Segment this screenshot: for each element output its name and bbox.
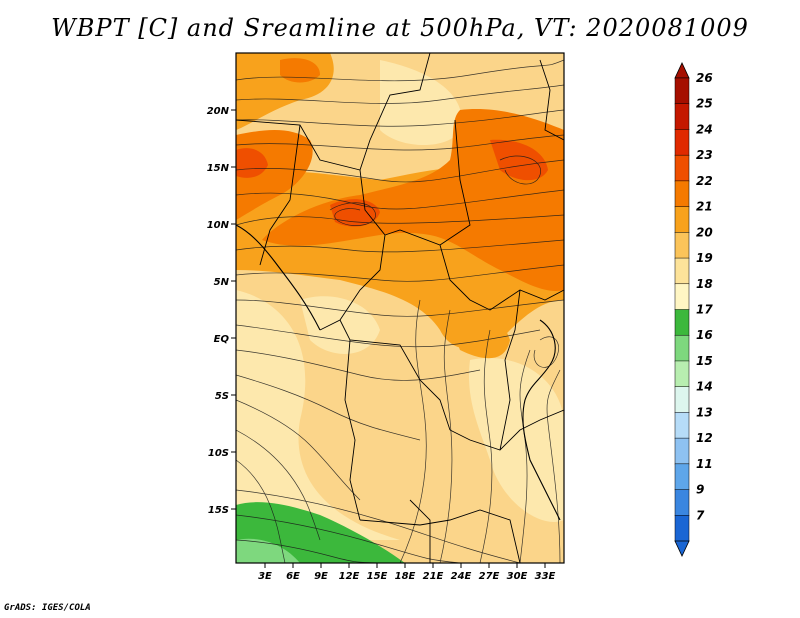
colorbar-label: 11	[696, 457, 713, 471]
colorbar-swatch	[674, 283, 690, 311]
x-axis-label: 6E	[286, 571, 300, 582]
x-axis-labels: 3E 6E 9E 12E 15E 18E 21E 24E 27E 30E 33E	[258, 571, 555, 582]
y-axis-label: 15N	[207, 163, 230, 174]
x-axis-label: 12E	[339, 571, 360, 582]
colorbar-swatch	[674, 180, 690, 208]
colorbar-label: 14	[696, 380, 713, 394]
y-axis-label: 5S	[215, 391, 229, 402]
x-axis-label: 21E	[423, 571, 444, 582]
colorbar-swatch	[674, 489, 690, 516]
colorbar-swatch	[674, 257, 690, 285]
y-axis-label: 5N	[214, 277, 230, 288]
plot-frame	[235, 52, 565, 564]
colorbar-swatch	[674, 360, 690, 388]
coastline	[236, 224, 561, 521]
colorbar-swatch	[674, 103, 690, 130]
colorbar-arrow-bottom	[674, 540, 690, 557]
y-axis-label: EQ	[214, 334, 230, 345]
colorbar-label: 7	[696, 508, 705, 522]
colorbar-swatch	[674, 334, 690, 362]
colorbar-label: 17	[696, 303, 713, 317]
y-axis-label: 15S	[208, 505, 229, 516]
y-axis-label: 20N	[207, 106, 230, 117]
colorbar-label: 13	[696, 405, 713, 419]
x-axis-label: 3E	[258, 571, 272, 582]
colorbar-swatch	[674, 386, 690, 413]
colorbar: 26 25 24 23 22 21 20 19 18 17 16 15 14 13 12 11 9 7	[674, 62, 713, 557]
colorbar-label: 21	[696, 200, 713, 214]
colorbar-label: 26	[696, 71, 713, 85]
plot-area	[236, 53, 564, 563]
x-axis-label: 15E	[367, 571, 388, 582]
colorbar-label: 16	[696, 328, 713, 342]
map-title: WBPT [C] and Sreamline at 500hPa, VT: 20…	[51, 14, 749, 42]
y-axis-label: 10N	[207, 220, 230, 231]
colorbar-label: 15	[696, 354, 713, 368]
x-axis-label: 18E	[395, 571, 416, 582]
colorbar-arrow-top	[674, 62, 690, 79]
colorbar-swatch	[674, 206, 690, 233]
streamlines	[236, 59, 564, 563]
x-axis-label: 30E	[507, 571, 528, 582]
x-axis-ticks	[264, 563, 546, 568]
colorbar-label: 12	[696, 431, 713, 445]
y-axis-label: 10S	[208, 448, 229, 459]
colorbar-label: 23	[696, 148, 713, 162]
colorbar-label: 20	[696, 225, 713, 239]
credit-label: GrADS: IGES/COLA	[4, 603, 91, 613]
colorbar-label: 19	[696, 251, 713, 265]
colorbar-label: 18	[696, 277, 713, 291]
colorbar-swatch	[674, 129, 690, 156]
colorbar-swatch	[674, 437, 690, 465]
colorbar-swatch	[674, 515, 690, 542]
colorbar-label: 24	[696, 122, 713, 136]
colorbar-swatch	[674, 463, 690, 491]
colorbar-swatch	[674, 154, 690, 182]
colorbar-label: 9	[696, 483, 704, 497]
colorbar-label: 25	[696, 97, 713, 111]
x-axis-label: 33E	[535, 571, 556, 582]
y-axis-labels: 20N 15N 10N 5N EQ 5S 10S 15S	[207, 106, 230, 516]
country-borders	[236, 53, 564, 563]
colorbar-swatch	[674, 232, 690, 259]
x-axis-label: 24E	[451, 571, 472, 582]
y-axis-ticks	[231, 109, 236, 510]
colorbar-swatch	[674, 309, 690, 336]
colorbar-label: 22	[696, 174, 713, 188]
wbpt-shading	[236, 53, 564, 563]
colorbar-swatch	[674, 77, 690, 105]
x-axis-label: 9E	[314, 571, 328, 582]
colorbar-swatch	[674, 412, 690, 439]
x-axis-label: 27E	[479, 571, 500, 582]
